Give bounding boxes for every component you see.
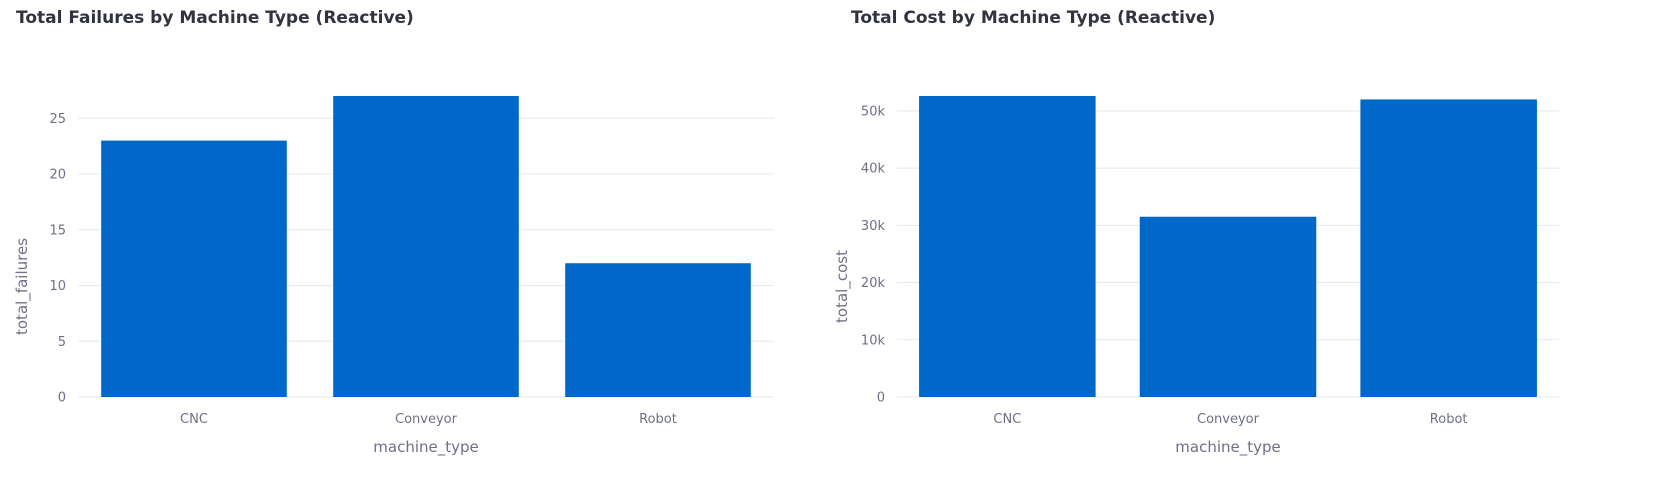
failures-y-tick-label: 25 <box>49 112 66 127</box>
failures-y-tick-label: 0 <box>58 391 66 406</box>
failures-chart: 0 5 10 15 20 25 CNC Conveyor Robot machine_type to… <box>13 96 774 457</box>
cost-x-axis-title: machine_type <box>1175 438 1280 457</box>
failures-x-axis-title: machine_type <box>373 438 478 457</box>
cost-x-tick-label: Conveyor <box>1197 412 1260 427</box>
cost-y-axis-title: total_cost <box>835 250 852 323</box>
failures-x-tick-label: Robot <box>639 412 677 427</box>
failures-chart-panel: Total Failures by Machine Type (Reactive… <box>0 0 835 490</box>
failures-bar-conveyor[interactable] <box>333 96 519 397</box>
cost-bar-cnc[interactable] <box>919 96 1096 397</box>
cost-chart-panel: Total Cost by Machine Type (Reactive) 0 1… <box>835 0 1671 490</box>
cost-y-tick-label: 20k <box>861 276 886 291</box>
cost-bar-conveyor[interactable] <box>1139 216 1317 397</box>
failures-y-tick-label: 20 <box>49 168 66 183</box>
cost-y-tick-label: 40k <box>861 162 886 177</box>
cost-bar-robot[interactable] <box>1360 99 1537 397</box>
failures-y-tick-label: 15 <box>49 223 66 238</box>
cost-chart-title: Total Cost by Machine Type (Reactive) <box>851 8 1216 28</box>
failures-y-tick-label: 10 <box>49 279 66 294</box>
failures-x-tick-label: Conveyor <box>395 412 458 427</box>
failures-x-tick-label: CNC <box>180 412 208 427</box>
cost-y-tick-label: 0 <box>877 391 885 406</box>
cost-y-tick-label: 30k <box>861 219 886 234</box>
failures-chart-title: Total Failures by Machine Type (Reactive… <box>16 8 414 28</box>
failures-y-axis-title: total_failures <box>13 238 32 335</box>
cost-x-tick-label: Robot <box>1430 412 1468 427</box>
failures-bar-cnc[interactable] <box>101 140 287 397</box>
failures-y-tick-label: 5 <box>58 335 66 350</box>
cost-chart: 0 10k 20k 30k 40k 50k CNC Conveyor Robot machine_… <box>835 96 1559 457</box>
failures-bar-robot[interactable] <box>565 263 751 397</box>
cost-y-tick-label: 50k <box>861 104 886 119</box>
cost-y-tick-label: 10k <box>861 333 886 348</box>
cost-x-tick-label: CNC <box>993 412 1021 427</box>
